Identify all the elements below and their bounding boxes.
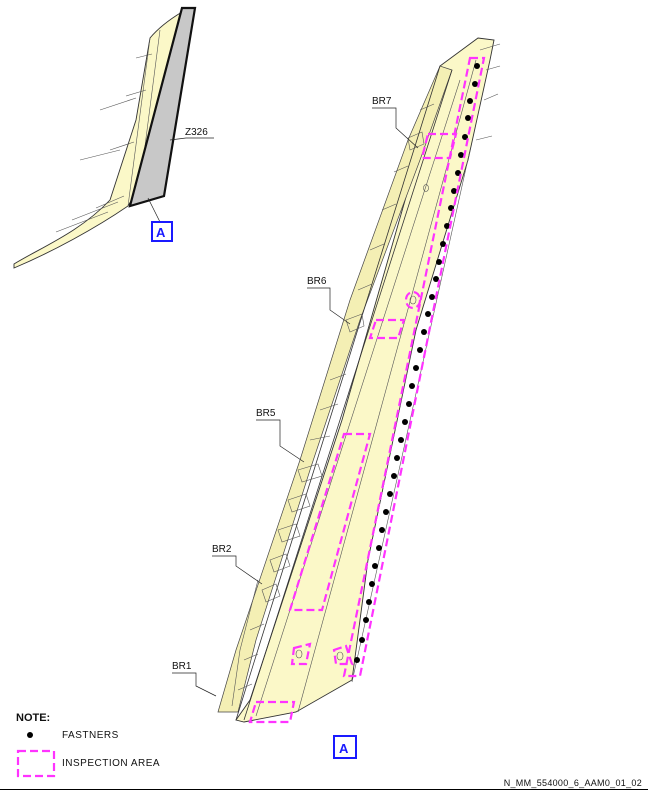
inspection-area-br1 — [248, 700, 296, 724]
fastener — [455, 170, 461, 176]
fastener — [474, 63, 480, 69]
fastener — [398, 437, 404, 443]
view-a-title: A — [333, 735, 357, 759]
fastener — [436, 259, 442, 265]
fastener — [379, 527, 385, 533]
fastener — [421, 329, 427, 335]
rib-label-br5: BR5 — [256, 408, 276, 419]
view-a-callout-label: A — [156, 225, 166, 240]
inspection-area-br7 — [420, 132, 458, 160]
inspection-area-web — [288, 432, 372, 612]
fastener — [406, 401, 412, 407]
view-a-callout[interactable]: A — [151, 221, 173, 242]
fastener — [472, 81, 478, 87]
detail-spar — [217, 37, 501, 723]
fastener — [413, 365, 419, 371]
fastener — [383, 509, 389, 515]
fastener — [354, 657, 360, 663]
fastener — [467, 98, 473, 104]
fastener — [433, 276, 439, 282]
inspection-zone-shading — [128, 6, 197, 208]
inspection-area-br6 — [368, 318, 406, 340]
inspection-area-hole-left — [290, 642, 312, 666]
zone-label: Z326 — [185, 127, 208, 138]
view-a-title-label: A — [339, 741, 349, 756]
fastener — [458, 152, 464, 158]
fastener — [417, 347, 423, 353]
fastener — [366, 599, 372, 605]
fastener — [444, 223, 450, 229]
fastener — [425, 311, 431, 317]
fastener — [376, 545, 382, 551]
fastener — [391, 473, 397, 479]
fastener — [363, 617, 369, 623]
footer-divider — [0, 789, 648, 790]
inspection-area-fastener-row — [342, 56, 486, 678]
rib-label-br2: BR2 — [212, 544, 232, 555]
fastener — [394, 455, 400, 461]
fastener — [359, 637, 365, 643]
legend-inspection-symbol — [16, 749, 56, 778]
fastener — [440, 241, 446, 247]
legend-fastener-symbol — [27, 732, 33, 738]
note-title: NOTE: — [16, 712, 51, 724]
fastener — [462, 134, 468, 140]
fastener — [465, 115, 471, 121]
rib-label-br6: BR6 — [307, 276, 327, 287]
fastener-row — [354, 63, 480, 663]
fastener — [387, 491, 393, 497]
overview-stabilizer — [13, 6, 214, 269]
fastener — [372, 563, 378, 569]
inspection-area-hole-right — [332, 644, 354, 666]
rib-label-br7: BR7 — [372, 96, 392, 107]
fastener — [369, 581, 375, 587]
rib-leaders — [172, 107, 419, 697]
document-reference: N_MM_554000_6_AAM0_01_02 — [503, 778, 642, 788]
legend-fastener-label: FASTNERS — [62, 730, 119, 741]
rib-label-br1: BR1 — [172, 661, 192, 672]
fastener — [409, 383, 415, 389]
inspection-area-hole-upper — [404, 290, 422, 310]
fastener — [402, 419, 408, 425]
fastener — [429, 294, 435, 300]
fastener — [451, 188, 457, 194]
inspection-areas — [248, 56, 486, 724]
legend-inspection-label: INSPECTION AREA — [62, 758, 161, 769]
